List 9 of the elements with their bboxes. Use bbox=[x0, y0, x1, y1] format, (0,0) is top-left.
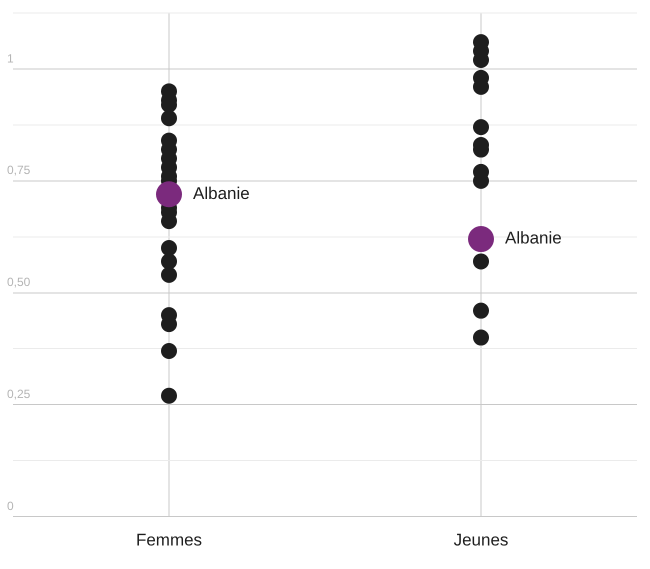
text: Albanie bbox=[505, 228, 562, 248]
y-tick-label: 0,25 bbox=[7, 387, 31, 401]
y-tick-label: 0,50 bbox=[7, 275, 31, 290]
series-label: Albanie bbox=[193, 184, 250, 203]
y-tick-label: 0 bbox=[7, 498, 14, 513]
y-tick-label: 1 bbox=[7, 51, 14, 66]
x-tick-label: Femmes bbox=[136, 530, 202, 550]
y-tick-label: 0,75 bbox=[7, 163, 31, 178]
x-tick-label: Jeunes bbox=[454, 530, 508, 550]
